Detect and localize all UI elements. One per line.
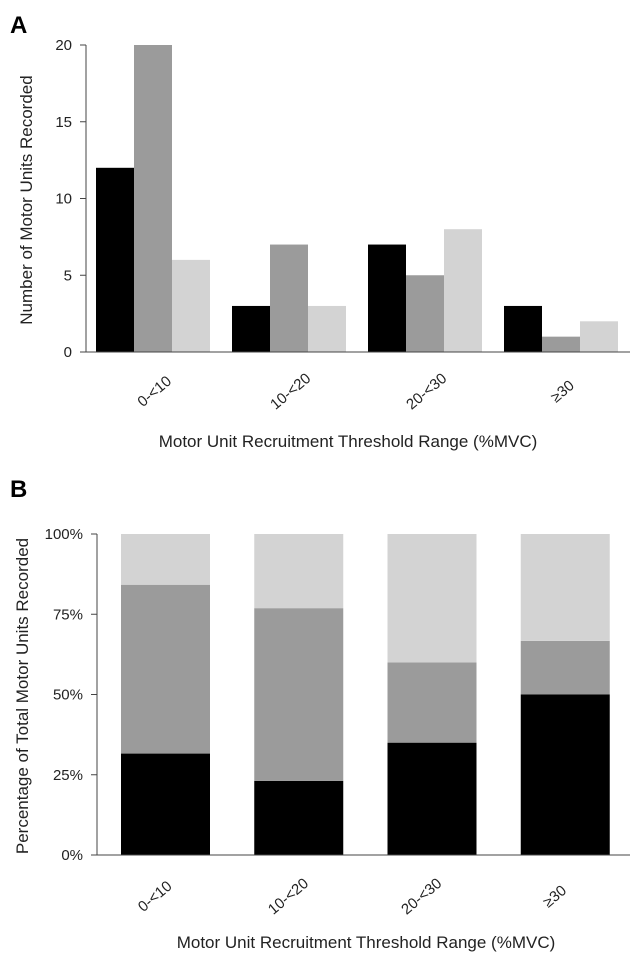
panel-a-x-tick-label: 10-<20	[267, 370, 314, 413]
stacked-segment-20-<30-series-1	[387, 742, 477, 855]
stacked-segment-0-<10-series-1	[121, 753, 210, 855]
stacked-segment-0-<10-series-3	[121, 534, 210, 585]
panel-a-x-axis-title: Motor Unit Recruitment Threshold Range (…	[159, 432, 538, 451]
panel-a-x-tick-label: 20-<30	[403, 370, 450, 413]
stacked-segment-10-<20-series-2	[254, 608, 344, 781]
panel-b-y-tick-label: 25%	[53, 767, 83, 784]
stacked-segment-20-<30-series-3	[387, 534, 477, 663]
panel-b-y-ticks: 0% 25% 50% 75% 100%	[45, 526, 97, 864]
bar-≥30-series-2	[542, 336, 580, 352]
bar-0-<10-series-2	[134, 45, 172, 352]
panel-b-x-tick-label: 0-<10	[135, 878, 176, 916]
panel-a-y-axis-title: Number of Motor Units Recorded	[17, 75, 36, 324]
panel-b-y-tick-label: 100%	[45, 526, 83, 543]
panel-a-marks	[96, 45, 618, 352]
bar-0-<10-series-1	[96, 167, 134, 352]
panel-b-x-tick-label: 10-<20	[265, 875, 312, 918]
bar-10-<20-series-1	[232, 305, 270, 352]
panel-b-x-ticks: 0-<10 10-<20 20-<30 ≥30	[135, 875, 570, 918]
panel-a-x-tick-label: 0-<10	[134, 373, 175, 411]
stacked-segment-10-<20-series-3	[254, 534, 344, 609]
bar-10-<20-series-2	[270, 244, 308, 352]
panel-a-x-tick-label: ≥30	[548, 377, 578, 406]
panel-a-y-tick-label: 15	[55, 114, 72, 131]
bar-20-<30-series-2	[406, 275, 444, 352]
panel-b-letter: B	[10, 476, 27, 503]
stacked-segment-20-<30-series-2	[387, 662, 477, 743]
panel-a-y-tick-label: 0	[64, 344, 72, 361]
panel-b-y-tick-label: 50%	[53, 687, 83, 704]
stacked-segment-≥30-series-2	[520, 640, 610, 695]
panel-b: B 0% 25% 50% 75% 100% 0-<10 10-<20 20-<30 ≥30 P…	[10, 476, 630, 952]
bar-20-<30-series-3	[444, 229, 482, 352]
bar-20-<30-series-1	[368, 244, 406, 352]
panel-b-y-tick-label: 0%	[61, 847, 83, 864]
panel-b-x-tick-label: 20-<30	[398, 875, 445, 918]
stacked-segment-0-<10-series-2	[121, 584, 210, 754]
panel-b-y-tick-label: 75%	[53, 606, 83, 623]
stacked-segment-10-<20-series-1	[254, 780, 344, 855]
panel-b-x-tick-label: ≥30	[540, 882, 570, 911]
panel-a-x-ticks: 0-<10 10-<20 20-<30 ≥30	[134, 370, 577, 413]
bar-≥30-series-1	[504, 305, 542, 352]
panel-a-letter: A	[10, 12, 27, 39]
panel-a: A 0 5 10 15 20 0-<10 10-<20 20-<30 ≥30 Number o…	[10, 12, 630, 451]
panel-a-y-tick-label: 5	[64, 267, 72, 284]
panel-a-y-tick-label: 20	[55, 37, 72, 54]
panel-a-y-ticks: 0 5 10 15 20	[55, 37, 86, 361]
panel-b-x-axis-title: Motor Unit Recruitment Threshold Range (…	[177, 933, 556, 952]
panel-b-marks	[121, 534, 610, 855]
panel-a-y-tick-label: 10	[55, 191, 72, 208]
stacked-segment-≥30-series-1	[520, 694, 610, 855]
bar-10-<20-series-3	[308, 305, 346, 352]
stacked-segment-≥30-series-3	[520, 534, 610, 641]
panel-b-y-axis-title: Percentage of Total Motor Units Recorded	[13, 538, 32, 854]
bar-≥30-series-3	[580, 321, 618, 352]
bar-0-<10-series-3	[172, 259, 210, 352]
